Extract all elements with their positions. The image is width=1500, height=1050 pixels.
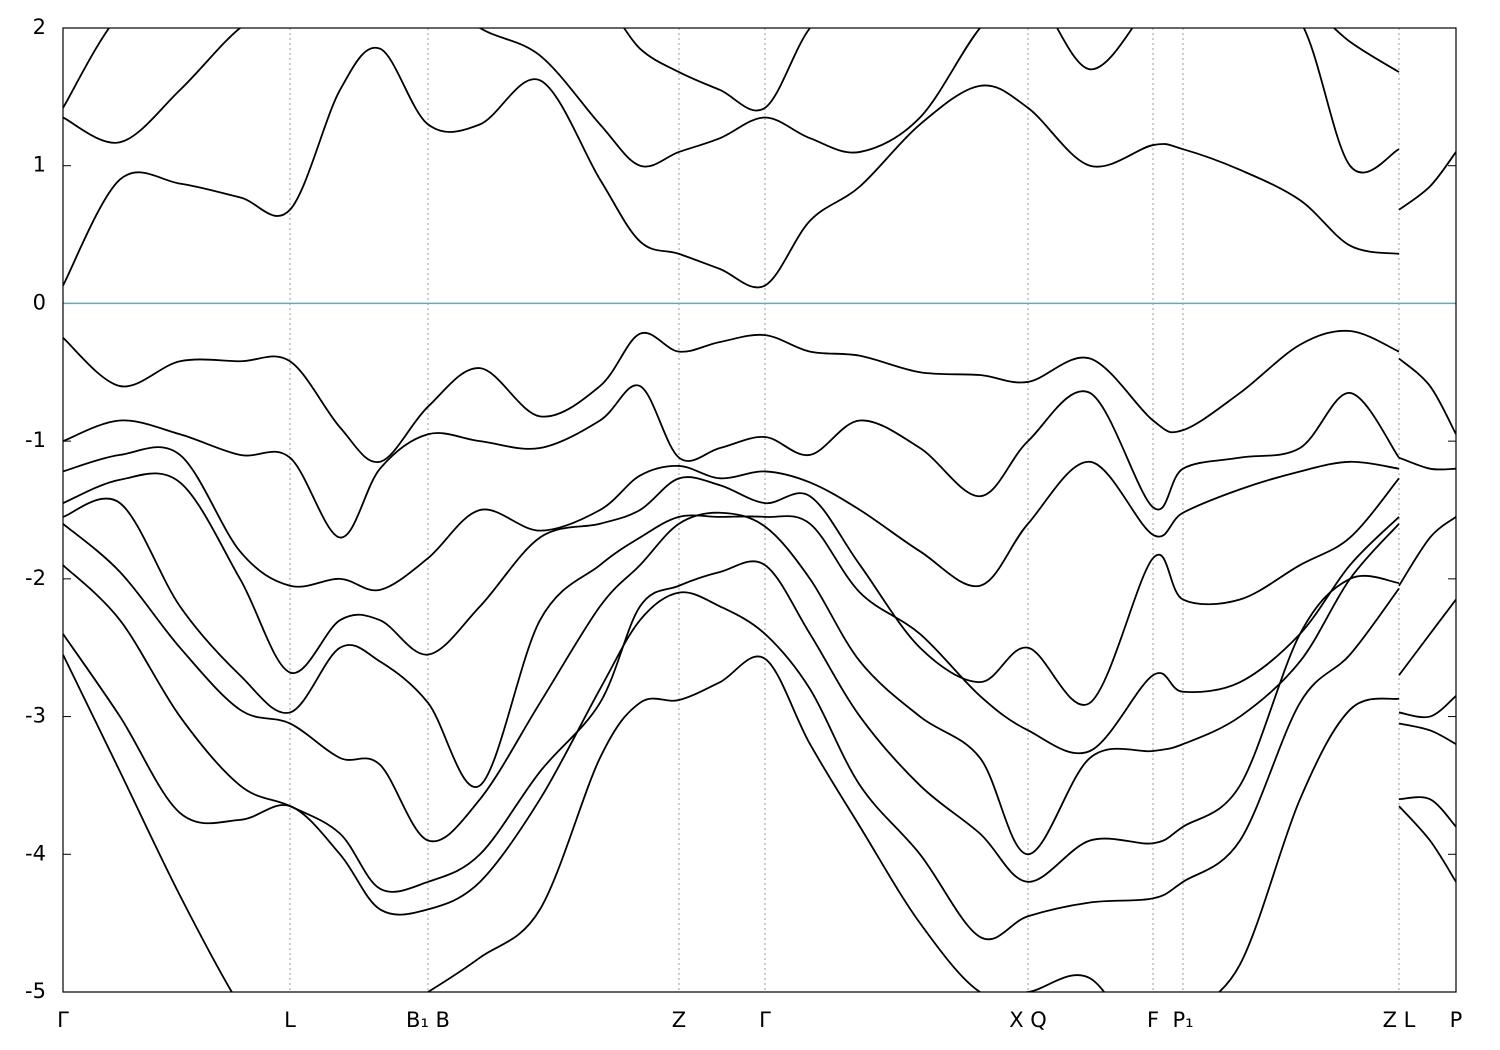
y-tick-label: 2: [33, 15, 46, 39]
x-tick-label: Z: [672, 1008, 686, 1032]
y-tick-label: -5: [25, 979, 46, 1003]
x-tick-label: B₁ B: [406, 1008, 450, 1032]
band-line: [63, 28, 1400, 174]
x-tick-label: Γ: [759, 1008, 771, 1032]
band-line: [63, 560, 1456, 893]
band-line: [63, 384, 1456, 539]
band-line: [63, 329, 1456, 463]
band-line: [63, 46, 1456, 289]
y-tick-label: 0: [33, 290, 46, 314]
x-tick-label: F: [1147, 1008, 1159, 1032]
band-line: [63, 497, 1456, 788]
band-line: [63, 511, 1456, 856]
band-line: [63, 446, 1456, 592]
band-line: [63, 472, 1456, 706]
band-line: [63, 654, 1400, 992]
x-tick-label: P₁: [1172, 1008, 1193, 1032]
x-tick-label: X Q: [1009, 1008, 1047, 1032]
y-tick-label: -2: [25, 566, 46, 590]
y-tick-label: -4: [25, 841, 46, 865]
band-line: [63, 28, 1400, 112]
bands: [63, 28, 1456, 992]
x-tick-label: Γ: [57, 1008, 69, 1032]
y-tick-label: -1: [25, 428, 46, 452]
x-tick-label: Z L: [1383, 1008, 1416, 1032]
plot-frame: [62, 27, 1457, 993]
band-line: [63, 587, 1456, 941]
y-tick-label: -3: [25, 704, 46, 728]
y-tick-label: 1: [33, 153, 46, 177]
x-tick-label: L: [284, 1008, 296, 1032]
x-tick-label: P: [1450, 1008, 1463, 1032]
